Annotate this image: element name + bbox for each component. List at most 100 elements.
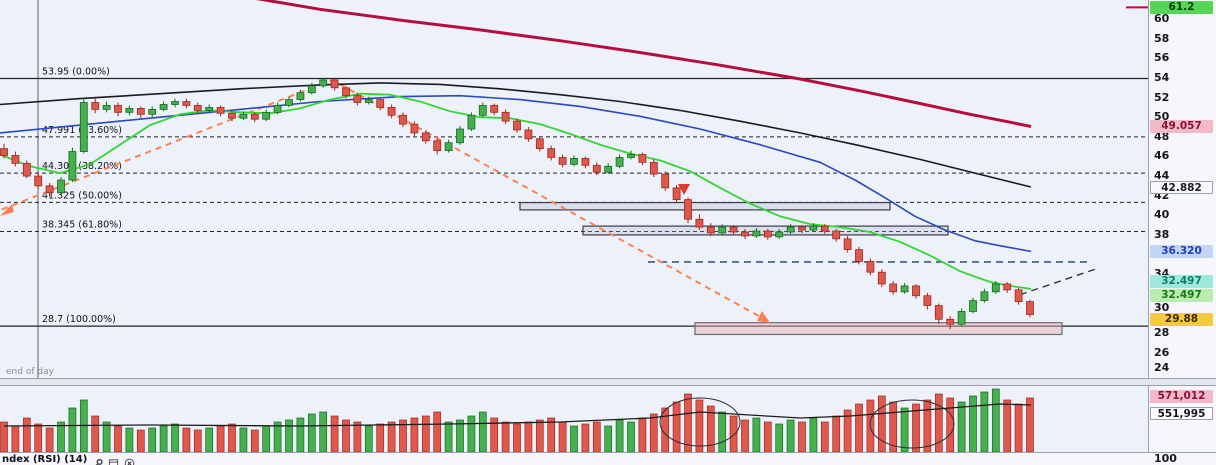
volume-bar	[433, 411, 442, 452]
ma-crimson-longterm	[256, 0, 1032, 128]
rising-trend-dashed-line[interactable]	[1019, 267, 1099, 296]
candle	[946, 316, 955, 330]
candle	[285, 96, 293, 108]
volume-bar	[672, 401, 681, 452]
price-axis[interactable]: 60 58 56 54 52 50 48 46 44 42 40 38 34 30 28 26 24 61.2 49…	[1148, 0, 1216, 378]
volume-value-badge: 551,995	[1150, 407, 1213, 420]
candle	[239, 111, 248, 121]
volume-bar	[410, 417, 419, 452]
candle	[604, 163, 613, 175]
volume-bar	[171, 423, 179, 452]
volume-bar	[376, 423, 385, 452]
candle	[547, 145, 556, 161]
volume-bar	[307, 413, 316, 452]
volume-bar	[752, 417, 761, 452]
rsi-indicator-header: ndex (RSI) (14) 100	[0, 453, 1216, 465]
candle	[855, 246, 863, 265]
candle	[695, 214, 704, 231]
candle	[319, 78, 328, 88]
price-tick-label: 60	[1154, 12, 1170, 26]
volume-bar	[923, 399, 932, 452]
volume-bar	[342, 419, 350, 452]
candle	[741, 229, 749, 239]
candle	[330, 78, 339, 91]
candle	[0, 143, 8, 159]
price-tick-label: 38	[1154, 227, 1170, 241]
volume-bar	[91, 415, 100, 452]
wrench-settings-icon[interactable]	[92, 454, 103, 465]
candle	[627, 150, 635, 160]
price-tick-label: 56	[1154, 51, 1170, 65]
volume-bar	[501, 421, 510, 452]
volume-axis[interactable]: 571,012 551,995	[1148, 386, 1216, 452]
volume-bar	[114, 425, 122, 452]
candle	[524, 127, 533, 142]
candle	[125, 105, 134, 116]
candle	[182, 98, 191, 109]
candle	[467, 112, 476, 131]
panel-window-icon[interactable]	[108, 454, 119, 465]
volume-panel[interactable]	[0, 386, 1148, 452]
candle	[102, 101, 111, 113]
candle	[114, 102, 122, 117]
price-zone-box[interactable]	[694, 322, 1063, 336]
volume-bar	[250, 429, 259, 452]
zigzag-arrowhead-icon	[0, 204, 14, 216]
volume-bar	[649, 413, 658, 452]
volume-bar	[421, 415, 430, 452]
price-value-badge: 32.497	[1150, 289, 1213, 303]
candle	[832, 229, 841, 242]
price-zone-box[interactable]	[519, 201, 891, 211]
down-arrow-marker-icon[interactable]	[678, 184, 690, 195]
candle	[615, 154, 624, 169]
candle	[444, 139, 453, 153]
price-value-badge: 61.2	[1150, 0, 1213, 14]
volume-bar	[387, 421, 396, 452]
volume-highlight-circle[interactable]	[659, 397, 741, 447]
price-chart-canvas[interactable]: 53.95 (0.00%)47.991 (23.60%)44.304 (38.2…	[0, 0, 1148, 378]
candle	[649, 159, 658, 178]
close-circle-icon[interactable]	[124, 454, 135, 465]
candle	[957, 308, 966, 327]
candle	[501, 109, 510, 125]
volume-bar	[786, 419, 795, 452]
candle	[45, 182, 54, 197]
candle	[433, 138, 442, 155]
price-value-badge: 49.057	[1150, 119, 1213, 133]
price-chart-panel[interactable]: 53.95 (0.00%) 47.991 (23.60%) 44.304 (38.2…	[0, 0, 1148, 378]
candle	[684, 197, 692, 224]
volume-canvas[interactable]	[0, 386, 1148, 452]
volume-bar	[729, 415, 738, 452]
price-tick-label: 48	[1154, 129, 1170, 143]
volume-bar	[627, 421, 635, 452]
volume-bar	[604, 425, 613, 452]
candle	[307, 82, 316, 95]
candle	[34, 172, 43, 189]
candle	[148, 106, 157, 118]
volume-bar	[456, 419, 464, 452]
candle	[809, 223, 818, 232]
candle	[923, 292, 932, 310]
volume-bar	[775, 423, 784, 452]
candle	[490, 103, 499, 116]
candle	[387, 104, 396, 119]
candle	[718, 224, 727, 235]
volume-bar	[148, 427, 157, 452]
volume-bar	[1003, 399, 1012, 452]
volume-bar	[581, 423, 590, 452]
rsi-panel-divider[interactable]	[0, 452, 1216, 453]
candle	[159, 101, 168, 112]
volume-bar	[798, 421, 806, 452]
price-tick-label: 54	[1154, 71, 1170, 84]
candle	[228, 110, 236, 122]
price-tick-label: 24	[1154, 361, 1170, 375]
ma-black	[0, 82, 1032, 188]
panel-splitter[interactable]	[0, 378, 1216, 386]
ma-blue	[0, 94, 1032, 253]
volume-bar	[1014, 403, 1023, 452]
volume-highlight-circle[interactable]	[869, 399, 955, 449]
volume-bar	[193, 429, 202, 452]
candle	[592, 162, 601, 176]
volume-bar	[661, 407, 670, 452]
volume-bar	[638, 417, 647, 452]
